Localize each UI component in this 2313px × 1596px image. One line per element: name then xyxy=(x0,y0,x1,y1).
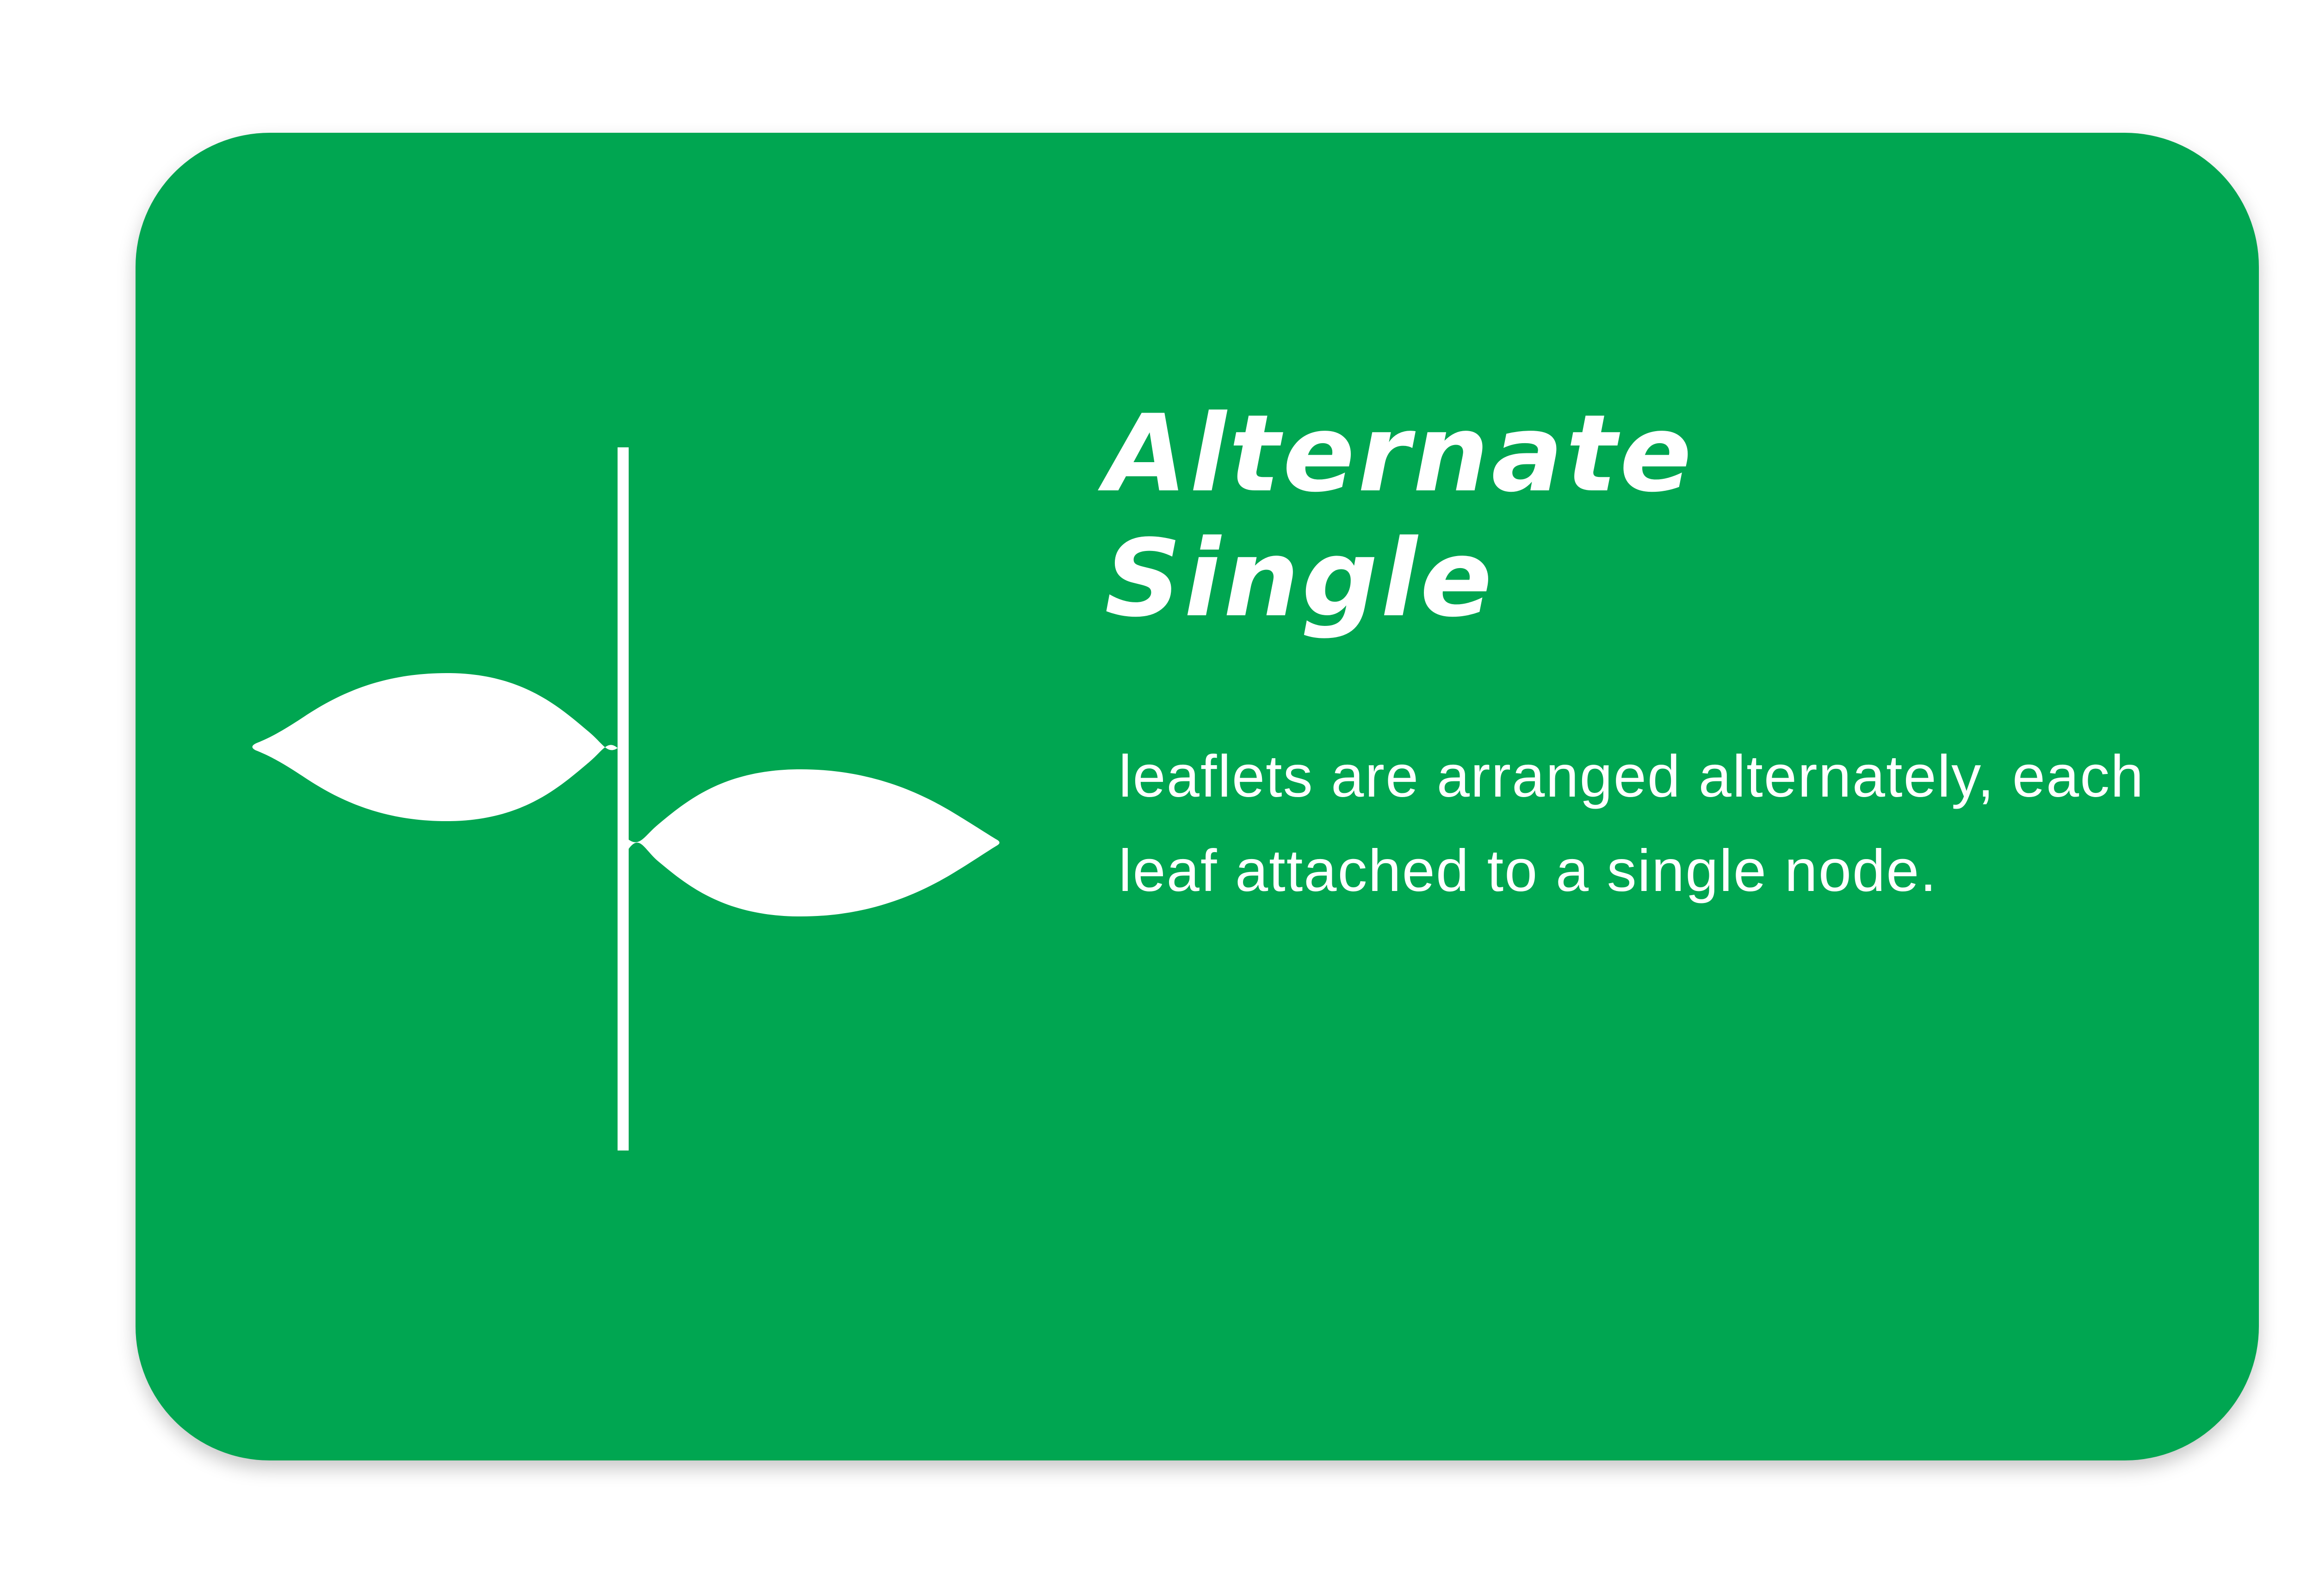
card-description: leaflets are arranged alternately, each … xyxy=(1119,743,2145,904)
right-leaf xyxy=(629,769,1000,917)
stem xyxy=(618,447,629,1151)
alternate-single-leaf-arrangement-icon xyxy=(252,447,1000,1151)
title-line-2: Single xyxy=(1105,517,1495,641)
leaf-arrangement-card: Alternate Single leaflets are arranged a… xyxy=(136,133,2259,1460)
left-leaf xyxy=(252,673,618,822)
title-line-1: Alternate xyxy=(1105,392,1695,516)
card-title: Alternate Single xyxy=(1105,392,1695,642)
